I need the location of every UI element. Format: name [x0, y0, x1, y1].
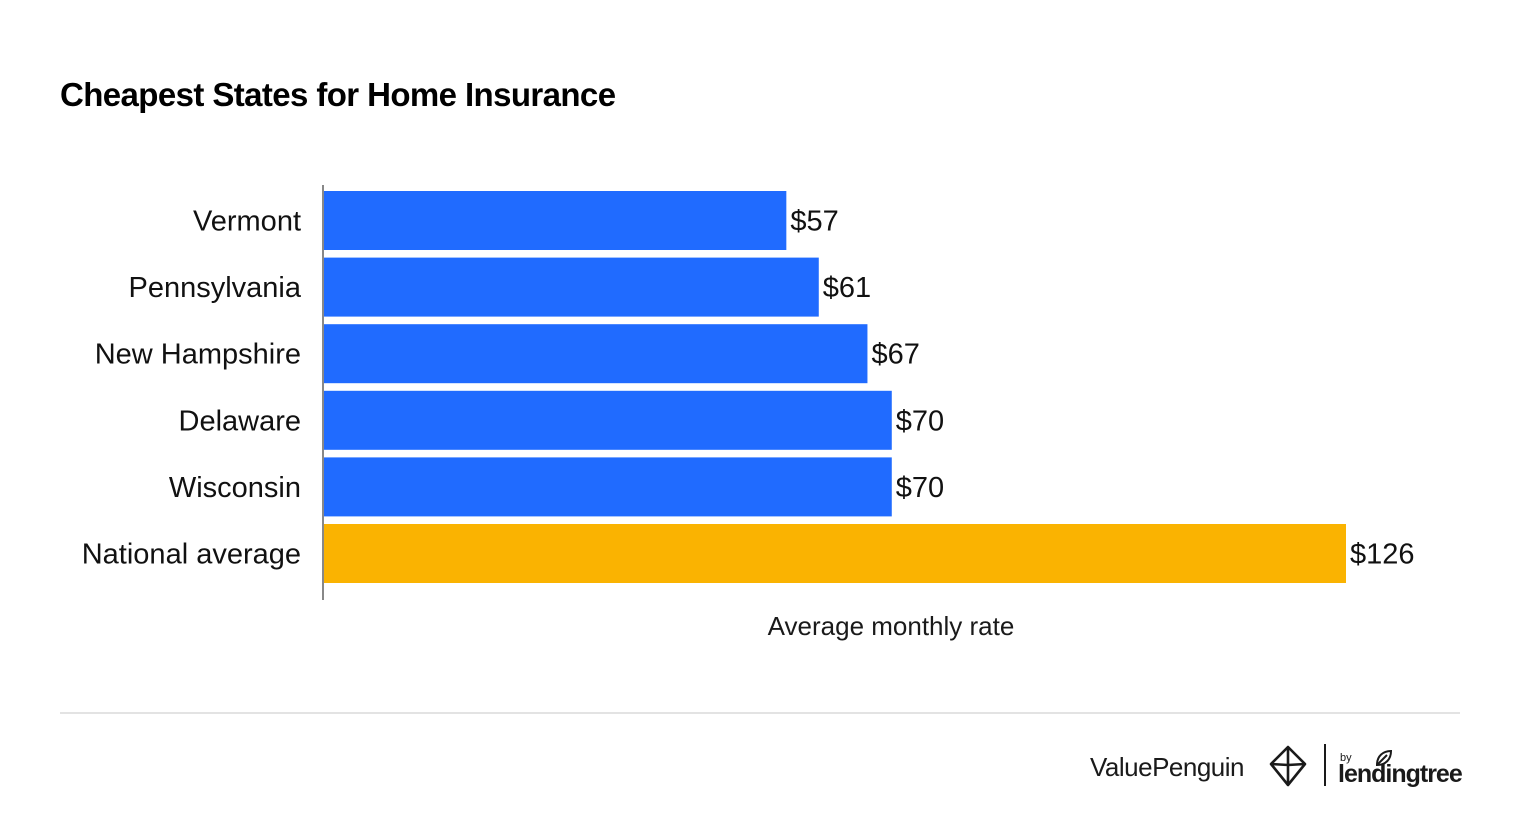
value-label-delaware: $70 — [896, 405, 944, 437]
value-label-wisconsin: $70 — [896, 472, 944, 504]
bar-pennsylvania — [324, 257, 819, 317]
value-label-vermont: $57 — [790, 206, 838, 238]
category-label-new-hampshire: New Hampshire — [95, 339, 301, 371]
footer-divider — [60, 712, 1460, 714]
bar-national-average — [324, 524, 1346, 583]
value-label-pennsylvania: $61 — [823, 272, 871, 304]
category-label-delaware: Delaware — [179, 405, 302, 437]
bar-wisconsin — [324, 457, 892, 517]
footer-logo: ValuePenguin by lendingtree — [1088, 740, 1468, 794]
category-label-national-average: National average — [82, 539, 301, 571]
leaf-icon — [1375, 749, 1393, 767]
bars-layer: Vermont $57 Pennsylvania $61 New Hampshire $6… — [82, 191, 1415, 583]
value-label-national-average: $126 — [1350, 539, 1415, 571]
category-label-pennsylvania: Pennsylvania — [129, 272, 302, 304]
category-label-wisconsin: Wisconsin — [169, 472, 301, 504]
chart-title: Cheapest States for Home Insurance — [60, 76, 616, 113]
x-axis-label: Average monthly rate — [768, 611, 1015, 641]
valuepenguin-wordmark: ValuePenguin — [1090, 752, 1245, 782]
penguin-logo-icon — [1269, 745, 1307, 787]
value-label-new-hampshire: $67 — [871, 339, 919, 371]
bar-new-hampshire — [324, 324, 868, 384]
logo-separator — [1324, 744, 1326, 786]
bar-vermont — [324, 191, 787, 250]
bar-chart: Vermont $57 Pennsylvania $61 New Hampshire $6… — [82, 185, 1415, 641]
bar-delaware — [324, 390, 892, 450]
category-label-vermont: Vermont — [193, 206, 301, 238]
lendingtree-wordmark: lendingtree — [1338, 760, 1463, 788]
by-label: by — [1340, 752, 1352, 764]
